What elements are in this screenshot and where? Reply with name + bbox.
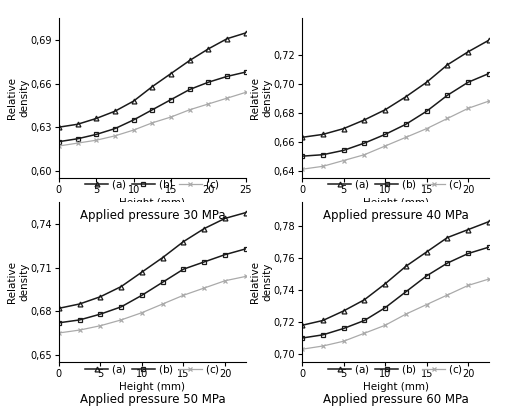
Legend: $\mathrm{(a)}$, $\mathrm{(b)}$, $\mathrm{(c)}$: $\mathrm{(a)}$, $\mathrm{(b)}$, $\mathrm… — [324, 359, 467, 380]
Legend: $\mathrm{(a)}$, $\mathrm{(b)}$, $\mathrm{(c)}$: $\mathrm{(a)}$, $\mathrm{(b)}$, $\mathrm… — [81, 174, 224, 195]
Text: Applied pressure 50 MPa: Applied pressure 50 MPa — [80, 393, 225, 407]
Legend: $\mathrm{(a)}$, $\mathrm{(b)}$, $\mathrm{(c)}$: $\mathrm{(a)}$, $\mathrm{(b)}$, $\mathrm… — [324, 174, 467, 195]
Legend: $\mathrm{(a)}$, $\mathrm{(b)}$, $\mathrm{(c)}$: $\mathrm{(a)}$, $\mathrm{(b)}$, $\mathrm… — [81, 359, 224, 380]
Text: Applied pressure 60 MPa: Applied pressure 60 MPa — [323, 393, 468, 407]
Y-axis label: Relative
density: Relative density — [250, 77, 272, 119]
Y-axis label: Relative
density: Relative density — [8, 77, 29, 119]
Y-axis label: Relative
density: Relative density — [7, 261, 29, 303]
X-axis label: Height (mm): Height (mm) — [119, 198, 185, 208]
X-axis label: Height (mm): Height (mm) — [362, 382, 429, 392]
X-axis label: Height (mm): Height (mm) — [119, 382, 185, 392]
X-axis label: Height (mm): Height (mm) — [362, 198, 429, 208]
Y-axis label: Relative
density: Relative density — [250, 261, 272, 303]
Text: Applied pressure 30 MPa: Applied pressure 30 MPa — [80, 209, 225, 222]
Text: Applied pressure 40 MPa: Applied pressure 40 MPa — [323, 209, 468, 222]
